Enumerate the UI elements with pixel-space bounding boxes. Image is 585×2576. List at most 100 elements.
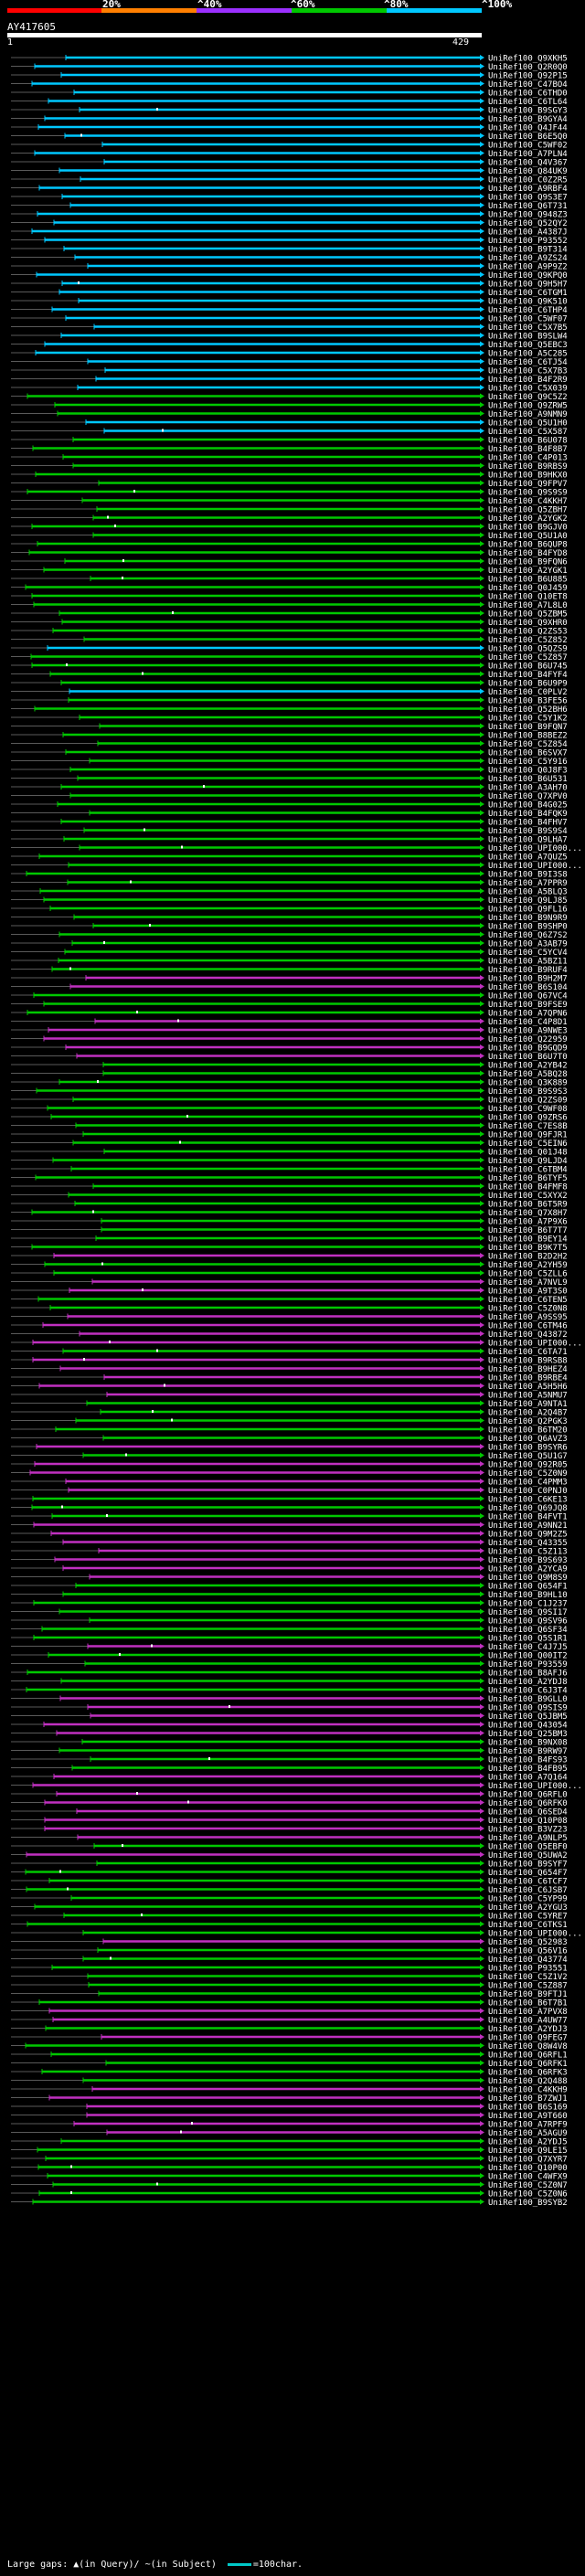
hit-label[interactable]: UniRef100_C5Z854: [488, 740, 568, 749]
hit-label[interactable]: UniRef100_B9FQN6: [488, 558, 568, 567]
hit-label[interactable]: UniRef100_A7L8L0: [488, 601, 568, 610]
hit-label[interactable]: UniRef100_C5WF02: [488, 142, 568, 151]
hit-label[interactable]: UniRef100_A2YGK1: [488, 567, 568, 576]
hit-label[interactable]: UniRef100_C5YP99: [488, 1895, 568, 1904]
hit-label[interactable]: UniRef100_Q5U1H0: [488, 419, 568, 429]
hit-label[interactable]: UniRef100_C5Z857: [488, 653, 568, 663]
hit-label[interactable]: UniRef100_B6TYF5: [488, 1174, 568, 1183]
hit-label[interactable]: UniRef100_B4FVT1: [488, 1513, 568, 1522]
hit-label[interactable]: UniRef100_C6J3T4: [488, 1687, 568, 1696]
hit-label[interactable]: UniRef100_UPI000...: [488, 862, 582, 871]
hit-label[interactable]: UniRef100_Q2R0Q0: [488, 63, 568, 72]
hit-label[interactable]: UniRef100_B4FMF8: [488, 1183, 568, 1193]
hit-label[interactable]: UniRef100_A5BLQ3: [488, 888, 568, 897]
hit-label[interactable]: UniRef100_B9FTJ1: [488, 1990, 568, 1999]
hit-label[interactable]: UniRef100_Q6SF34: [488, 1626, 568, 1635]
hit-label[interactable]: UniRef100_Q01J48: [488, 1149, 568, 1158]
hit-label[interactable]: UniRef100_Q9H5H7: [488, 281, 568, 290]
hit-label[interactable]: UniRef100_Q9LJ85: [488, 896, 568, 906]
hit-label[interactable]: UniRef100_Q6Z7S2: [488, 931, 568, 940]
hit-label[interactable]: UniRef100_A5BQ28: [488, 1070, 568, 1079]
hit-label[interactable]: UniRef100_Q9SIS9: [488, 1704, 568, 1713]
hit-label[interactable]: UniRef100_Q6RFL1: [488, 2051, 568, 2061]
hit-label[interactable]: UniRef100_B9GJV0: [488, 524, 568, 533]
hit-label[interactable]: UniRef100_Q56V16: [488, 1947, 568, 1956]
hit-label[interactable]: UniRef100_A7QUZ5: [488, 853, 568, 863]
hit-label[interactable]: UniRef100_P93559: [488, 1660, 568, 1670]
hit-label[interactable]: UniRef100_A9RBF4: [488, 185, 568, 194]
hit-label[interactable]: UniRef100_B9S9S3: [488, 1087, 568, 1097]
hit-label[interactable]: UniRef100_B4F8B7: [488, 445, 568, 454]
hit-label[interactable]: UniRef100_Q52983: [488, 1938, 568, 1947]
hit-label[interactable]: UniRef100_B6SVX7: [488, 749, 568, 758]
hit-label[interactable]: UniRef100_UPI000...: [488, 844, 582, 853]
hit-label[interactable]: UniRef100_A2YH59: [488, 1261, 568, 1270]
hit-label[interactable]: UniRef100_C5Z113: [488, 1548, 568, 1557]
hit-label[interactable]: UniRef100_B7ZWJ1: [488, 2094, 568, 2104]
hit-label[interactable]: UniRef100_Q22959: [488, 1035, 568, 1044]
hit-label[interactable]: UniRef100_Q5ZBH7: [488, 506, 568, 515]
hit-label[interactable]: UniRef100_B6U078: [488, 437, 568, 446]
hit-label[interactable]: UniRef100_C5Z0N8: [488, 1305, 568, 1314]
hit-label[interactable]: UniRef100_Q2ZS53: [488, 628, 568, 637]
hit-label[interactable]: UniRef100_B4FYD8: [488, 549, 568, 558]
hit-label[interactable]: UniRef100_C6JSB7: [488, 1886, 568, 1895]
hit-label[interactable]: UniRef100_Q5EBF0: [488, 1843, 568, 1852]
hit-label[interactable]: UniRef100_B4FYF4: [488, 671, 568, 680]
hit-label[interactable]: UniRef100_UPI000...: [488, 1340, 582, 1349]
hit-label[interactable]: UniRef100_B6T5R9: [488, 1201, 568, 1210]
hit-label[interactable]: UniRef100_C6THD0: [488, 90, 568, 99]
hit-label[interactable]: UniRef100_Q9S3E7: [488, 194, 568, 203]
hit-label[interactable]: UniRef100_B9GLL0: [488, 1695, 568, 1704]
hit-label[interactable]: UniRef100_B9NX08: [488, 1739, 568, 1748]
hit-label[interactable]: UniRef100_B9RBE4: [488, 1374, 568, 1383]
hit-label[interactable]: UniRef100_B9S9S4: [488, 827, 568, 836]
hit-label[interactable]: UniRef100_B9RUF4: [488, 966, 568, 975]
hit-label[interactable]: UniRef100_A9NMN9: [488, 410, 568, 419]
hit-label[interactable]: UniRef100_B6TM20: [488, 1426, 568, 1436]
hit-label[interactable]: UniRef100_C6TBM4: [488, 1166, 568, 1175]
hit-label[interactable]: UniRef100_C5Z852: [488, 636, 568, 645]
hit-label[interactable]: UniRef100_C5XYX2: [488, 1192, 568, 1201]
hit-label[interactable]: UniRef100_B9RSB8: [488, 1357, 568, 1366]
hit-label[interactable]: UniRef100_C6THP4: [488, 306, 568, 315]
hit-label[interactable]: UniRef100_Q9LE15: [488, 2147, 568, 2156]
hit-label[interactable]: UniRef100_B4F2R9: [488, 376, 568, 385]
hit-label[interactable]: UniRef100_B3FE56: [488, 697, 568, 706]
hit-label[interactable]: UniRef100_Q9FJR1: [488, 1131, 568, 1140]
hit-label[interactable]: UniRef100_C0PLV2: [488, 688, 568, 697]
hit-label[interactable]: UniRef100_Q9XHR0: [488, 619, 568, 628]
hit-label[interactable]: UniRef100_C4WFX9: [488, 2173, 568, 2182]
hit-label[interactable]: UniRef100_C1J237: [488, 1600, 568, 1609]
hit-label[interactable]: UniRef100_Q69JQ8: [488, 1504, 568, 1513]
hit-label[interactable]: UniRef100_C9WF08: [488, 1105, 568, 1114]
hit-label[interactable]: UniRef100_B9HEZ4: [488, 1365, 568, 1374]
hit-label[interactable]: UniRef100_A9NN21: [488, 1521, 568, 1531]
hit-label[interactable]: UniRef100_B9H2M7: [488, 975, 568, 984]
hit-label[interactable]: UniRef100_Q9S9S9: [488, 489, 568, 498]
hit-label[interactable]: UniRef100_B9FQN7: [488, 723, 568, 732]
hit-label[interactable]: UniRef100_C5EIN6: [488, 1140, 568, 1149]
hit-label[interactable]: UniRef100_Q9M2Z5: [488, 1531, 568, 1540]
hit-label[interactable]: UniRef100_Q9SV96: [488, 1617, 568, 1627]
hit-label[interactable]: UniRef100_A7P9X6: [488, 1218, 568, 1227]
hit-label[interactable]: UniRef100_A2YGK2: [488, 514, 568, 524]
hit-label[interactable]: UniRef100_Q7XPV0: [488, 792, 568, 801]
hit-label[interactable]: UniRef100_C5X587: [488, 428, 568, 437]
hit-label[interactable]: UniRef100_C5X7B3: [488, 367, 568, 376]
hit-label[interactable]: UniRef100_C7ES8B: [488, 1122, 568, 1131]
hit-label[interactable]: UniRef100_Q5S1R1: [488, 1635, 568, 1644]
hit-label[interactable]: UniRef100_C4PMM3: [488, 1479, 568, 1488]
hit-label[interactable]: UniRef100_C0Z2R5: [488, 176, 568, 186]
hit-label[interactable]: UniRef100_A4UW77: [488, 2017, 568, 2026]
hit-label[interactable]: UniRef100_B3VZ23: [488, 1826, 568, 1835]
hit-label[interactable]: UniRef100_B9SYF7: [488, 1860, 568, 1870]
hit-label[interactable]: UniRef100_Q9LJD4: [488, 1157, 568, 1166]
hit-label[interactable]: UniRef100_Q654F7: [488, 1869, 568, 1878]
hit-label[interactable]: UniRef100_A2YGU3: [488, 1903, 568, 1913]
hit-label[interactable]: UniRef100_A7Q164: [488, 1774, 568, 1783]
hit-label[interactable]: UniRef100_Q9ZRS6: [488, 1114, 568, 1123]
hit-label[interactable]: UniRef100_Q948Z3: [488, 211, 568, 220]
hit-label[interactable]: UniRef100_B6U9P9: [488, 680, 568, 689]
hit-label[interactable]: UniRef100_A2YCA9: [488, 1565, 568, 1574]
